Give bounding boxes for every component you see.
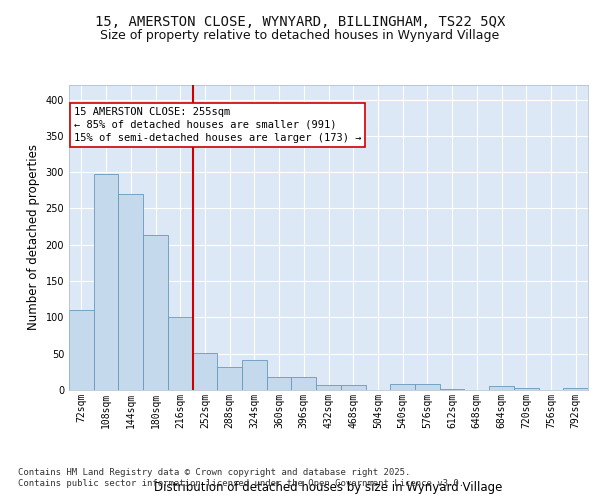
- Bar: [242, 360, 267, 390]
- Bar: [217, 367, 242, 390]
- Bar: [267, 377, 292, 390]
- Bar: [514, 388, 539, 390]
- Bar: [440, 388, 464, 390]
- Bar: [341, 385, 365, 390]
- Bar: [390, 384, 415, 390]
- Bar: [118, 194, 143, 390]
- Text: Contains HM Land Registry data © Crown copyright and database right 2025.
Contai: Contains HM Land Registry data © Crown c…: [18, 468, 464, 487]
- Bar: [193, 353, 217, 390]
- Text: 15, AMERSTON CLOSE, WYNYARD, BILLINGHAM, TS22 5QX: 15, AMERSTON CLOSE, WYNYARD, BILLINGHAM,…: [95, 16, 505, 30]
- Y-axis label: Number of detached properties: Number of detached properties: [27, 144, 40, 330]
- X-axis label: Distribution of detached houses by size in Wynyard Village: Distribution of detached houses by size …: [154, 481, 503, 494]
- Bar: [563, 388, 588, 390]
- Text: 15 AMERSTON CLOSE: 255sqm
← 85% of detached houses are smaller (991)
15% of semi: 15 AMERSTON CLOSE: 255sqm ← 85% of detac…: [74, 107, 361, 143]
- Bar: [168, 318, 193, 390]
- Bar: [316, 385, 341, 390]
- Bar: [415, 384, 440, 390]
- Text: Size of property relative to detached houses in Wynyard Village: Size of property relative to detached ho…: [100, 28, 500, 42]
- Bar: [489, 386, 514, 390]
- Bar: [94, 174, 118, 390]
- Bar: [69, 310, 94, 390]
- Bar: [292, 377, 316, 390]
- Bar: [143, 236, 168, 390]
